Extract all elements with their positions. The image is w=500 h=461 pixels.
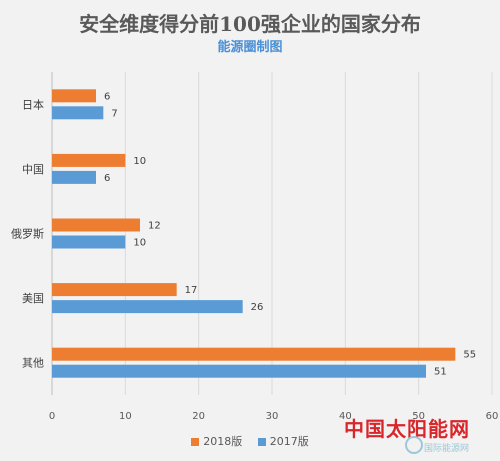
x-tick-label: 10 <box>119 411 132 422</box>
watermark-logo-icon <box>405 436 423 454</box>
data-label: 17 <box>185 285 198 296</box>
data-label: 6 <box>104 91 110 102</box>
data-label: 10 <box>133 156 146 167</box>
bar-2018版-其他 <box>52 347 456 361</box>
bar-2018版-日本 <box>52 89 96 103</box>
x-tick-label: 30 <box>266 411 279 422</box>
data-label: 10 <box>133 238 146 249</box>
bar-2017版-日本 <box>52 106 104 120</box>
legend-label-2018: 2018版 <box>203 435 243 448</box>
legend-item-2017: 2017版 <box>257 433 309 449</box>
legend: 2018版 2017版 <box>0 433 500 449</box>
data-label: 7 <box>111 108 117 119</box>
bar-2017版-俄罗斯 <box>52 235 126 249</box>
data-label: 55 <box>463 350 476 361</box>
bar-2018版-中国 <box>52 153 126 167</box>
x-tick-label: 40 <box>339 411 352 422</box>
data-label: 51 <box>434 367 447 378</box>
legend-item-2018: 2018版 <box>191 433 242 449</box>
category-label: 其他 <box>22 357 44 370</box>
legend-swatch-2018 <box>191 438 200 446</box>
category-label: 中国 <box>22 163 44 176</box>
bar-2017版-美国 <box>52 300 243 314</box>
category-label: 日本 <box>22 97 44 111</box>
watermark-main: 中国太阳能网 <box>344 417 470 441</box>
bar-2018版-美国 <box>52 283 177 297</box>
watermark-sub: 国际能源网 <box>424 444 470 454</box>
bar-2017版-中国 <box>52 170 96 184</box>
chart-title: 安全维度得分前100强企业的国家分布 <box>79 12 421 36</box>
legend-label-2017: 2017版 <box>269 435 309 448</box>
data-label: 26 <box>251 302 264 313</box>
x-tick-label: 60 <box>486 411 499 422</box>
data-label: 12 <box>148 221 161 232</box>
bar-2018版-俄罗斯 <box>52 218 140 232</box>
category-label: 美国 <box>22 292 44 305</box>
x-tick-label: 20 <box>192 411 205 422</box>
category-label: 俄罗斯 <box>11 228 44 241</box>
bar-2017版-其他 <box>52 364 426 378</box>
x-tick-label: 0 <box>49 411 55 422</box>
data-label: 6 <box>104 173 110 184</box>
x-tick-label: 50 <box>412 411 425 422</box>
chart-subtitle: 能源圈制图 <box>217 40 283 55</box>
legend-swatch-2017 <box>257 438 266 446</box>
